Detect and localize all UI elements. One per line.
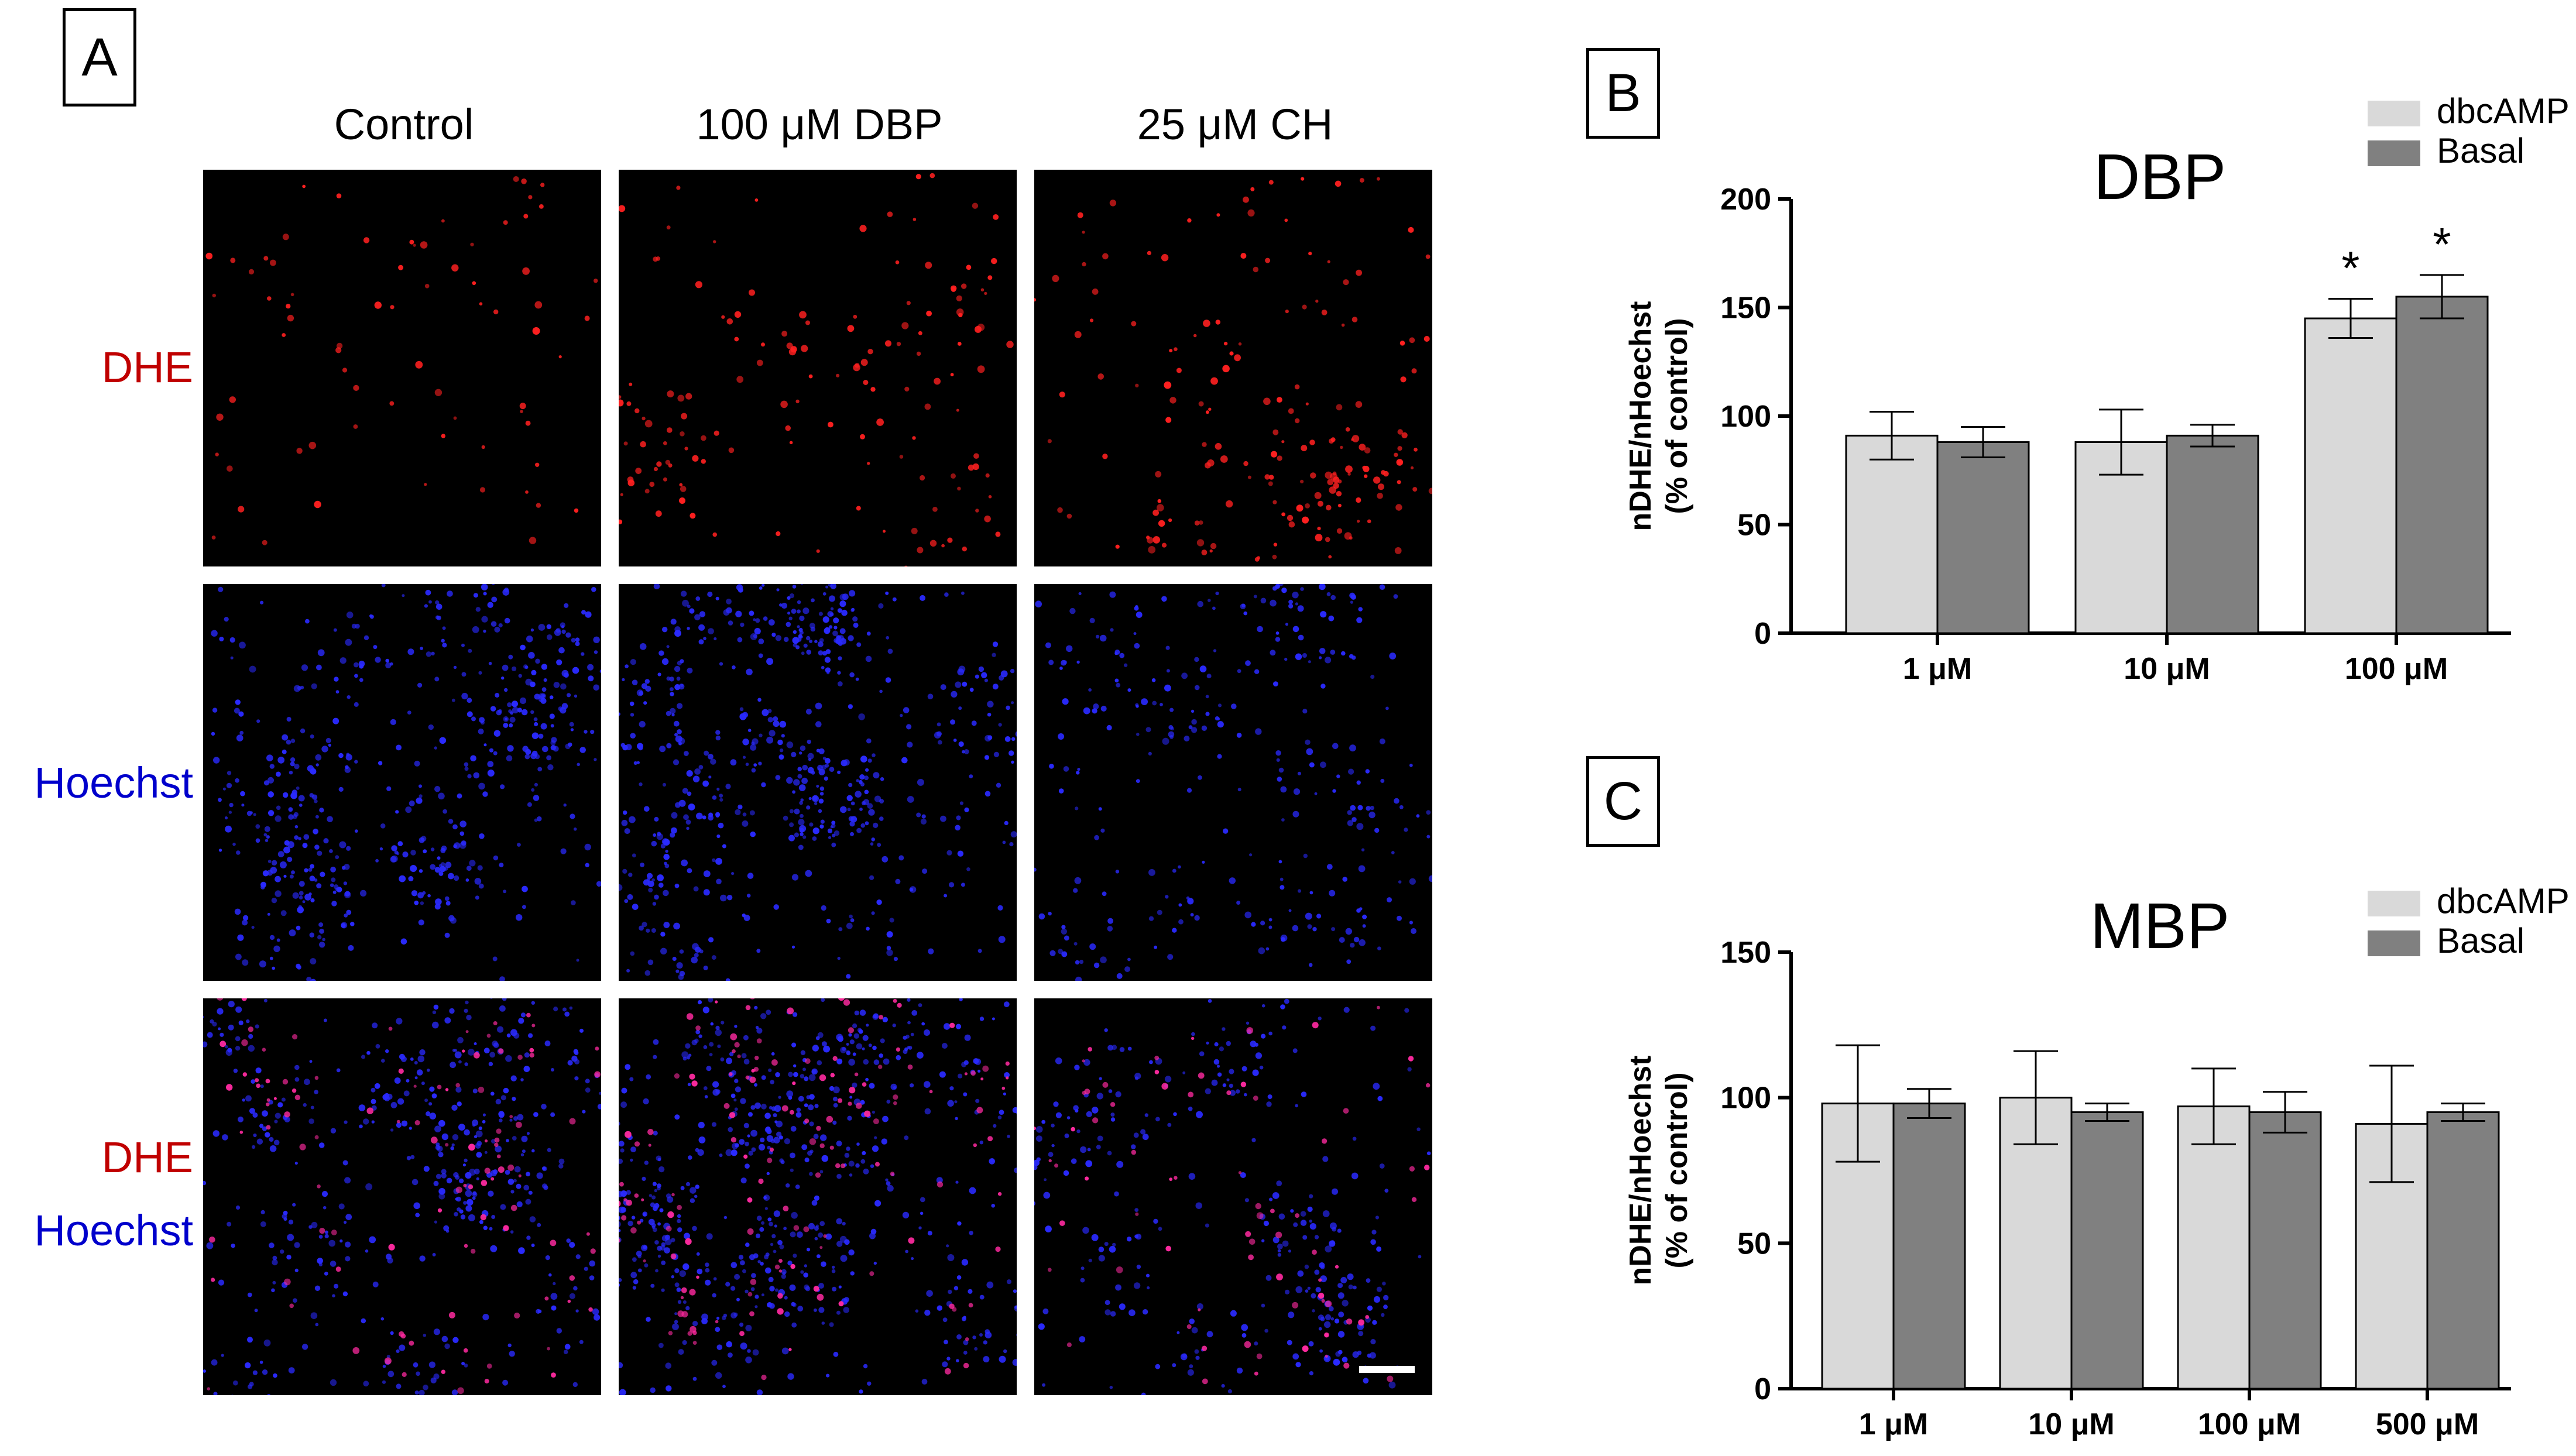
micrograph-dhe-ch (1034, 170, 1432, 566)
bar (2304, 317, 2397, 634)
column-title-dbp: 100 μM DBP (696, 100, 943, 149)
y-tick-label: 200 (1720, 183, 1771, 217)
chart-dbp: 0 50 100 150 200 nDHE/nHoechst (% of control) D… (1624, 91, 2570, 686)
column-title-ch: 25 μM CH (1137, 100, 1333, 149)
y-axis-label: nDHE/nHoechst (1624, 1056, 1658, 1286)
column-title-control: Control (334, 100, 474, 149)
chart-mbp: 0 50 100 150 nDHE/nHoechst (% of control) MBP 1… (1624, 881, 2570, 1441)
y-tick-label: 150 (1720, 291, 1771, 325)
y-tick-label: 50 (1737, 1227, 1771, 1261)
panel-a-letter: A (63, 8, 136, 107)
micrograph-hoechst-ch (1034, 584, 1432, 981)
legend-swatch (2368, 101, 2420, 126)
bar (2248, 1111, 2322, 1390)
x-tick-label: 10 μM (2124, 652, 2210, 686)
micrograph-dhe-control (203, 170, 601, 566)
x-tick-label: 100 μM (2345, 652, 2448, 686)
y-axis-label: (% of control) (1660, 318, 1694, 514)
y-tick-label: 100 (1720, 1081, 1771, 1115)
row-label-hoechst: Hoechst (34, 758, 193, 807)
y-axis-label: nDHE/nHoechst (1624, 301, 1658, 531)
chart-title: DBP (2094, 141, 2226, 213)
bar (1845, 434, 1939, 634)
micrograph-merge-ch (1034, 998, 1432, 1395)
significance-marker: * (2341, 242, 2359, 294)
legend-swatch (2368, 891, 2420, 916)
panel-c-letter: C (1586, 756, 1660, 847)
row-label-merge-dhe: DHE (101, 1133, 193, 1182)
legend-label: Basal (2437, 921, 2524, 960)
y-tick-label: 150 (1720, 936, 1771, 970)
bar (2166, 434, 2259, 634)
y-tick-label: 0 (1754, 617, 1771, 651)
y-axis-label: (% of control) (1660, 1072, 1694, 1268)
panel-b-letter: B (1586, 48, 1660, 139)
micrograph-dhe-dbp (619, 170, 1017, 566)
bar (1892, 1103, 1966, 1390)
micrograph-hoechst-control (203, 584, 601, 981)
micrograph-merge-dbp (619, 998, 1017, 1395)
x-tick-label: 100 μM (2198, 1407, 2301, 1441)
bar (2177, 1105, 2251, 1390)
x-tick-label: 1 μM (1903, 652, 1973, 686)
row-label-dhe: DHE (101, 343, 193, 392)
micrograph-hoechst-dbp (619, 584, 1017, 981)
bar (2426, 1111, 2500, 1390)
significance-marker: * (2433, 218, 2451, 270)
x-tick-label: 500 μM (2376, 1407, 2479, 1441)
y-tick-label: 50 (1737, 509, 1771, 542)
x-tick-label: 1 μM (1859, 1407, 1929, 1441)
legend-swatch (2368, 930, 2420, 956)
legend-label: Basal (2437, 131, 2524, 170)
bar (1999, 1097, 2073, 1390)
scale-bar (1359, 1366, 1415, 1373)
legend-label: dbcAMP (2437, 91, 2570, 131)
legend-swatch (2368, 140, 2420, 166)
chart-title: MBP (2090, 890, 2229, 962)
legend-label: dbcAMP (2437, 881, 2570, 921)
y-tick-label: 0 (1754, 1372, 1771, 1406)
y-tick-label: 100 (1720, 400, 1771, 434)
bar (1936, 441, 2030, 634)
x-tick-label: 10 μM (2028, 1407, 2114, 1441)
micrograph-merge-control (203, 998, 601, 1395)
bar (2395, 296, 2489, 634)
row-label-merge-hoechst: Hoechst (34, 1206, 193, 1255)
bar (2070, 1111, 2144, 1390)
